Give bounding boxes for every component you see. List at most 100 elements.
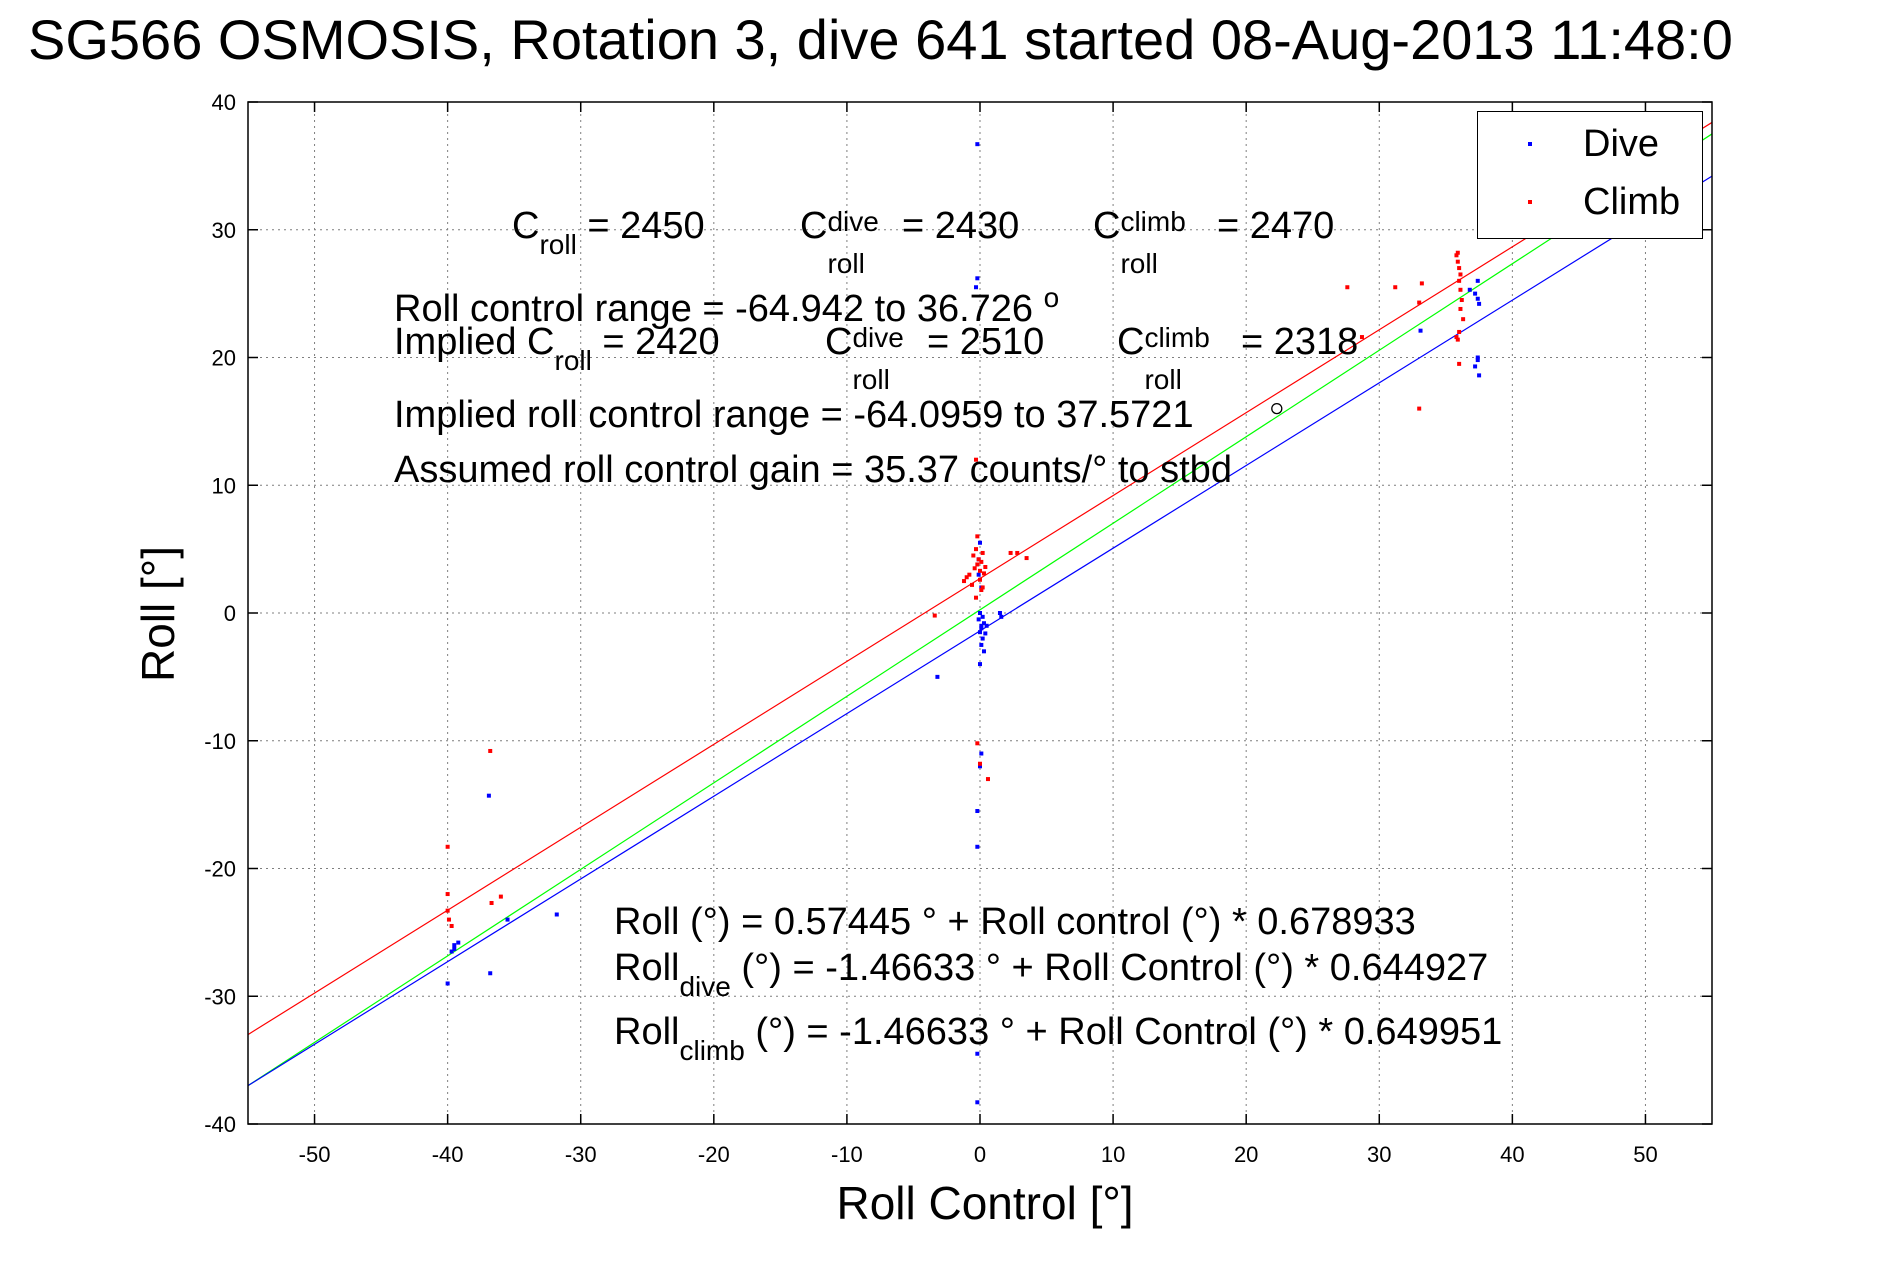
fit-line-1	[247, 133, 1713, 1087]
climb-point	[1458, 287, 1463, 292]
dive-point	[975, 276, 980, 281]
climb-point	[446, 917, 451, 922]
climb-point	[978, 761, 982, 766]
y-tick-label: 40	[212, 90, 236, 115]
c-roll-annotation: Croll = 2450	[512, 205, 705, 260]
y-tick-label: -30	[204, 984, 236, 1009]
dive-point	[984, 623, 989, 628]
extra-markers	[1271, 402, 1283, 415]
climb-point	[978, 568, 982, 573]
dive-point	[980, 636, 985, 641]
legend-dive-marker	[1528, 142, 1532, 146]
x-tick-label: 40	[1500, 1142, 1524, 1167]
x-tick-label: -10	[831, 1142, 863, 1167]
dive-point	[976, 572, 981, 577]
dive-point	[1475, 278, 1480, 283]
x-axis-label: Roll Control [°]	[836, 1177, 1134, 1229]
climb-point	[1419, 281, 1424, 286]
climb-point	[974, 595, 979, 600]
dive-point	[1473, 364, 1478, 369]
x-tick-label: -50	[299, 1142, 331, 1167]
dive-point	[456, 940, 461, 945]
dive-point	[999, 614, 1004, 619]
dive-point	[1475, 355, 1480, 360]
assumed-gain-text: Assumed roll control gain = 35.37 counts…	[394, 449, 1232, 491]
climb-point	[1393, 285, 1398, 290]
legend-item-dive: Dive	[1478, 120, 1702, 170]
climb-point	[985, 777, 990, 782]
climb-point	[974, 457, 979, 462]
dive-point	[975, 1051, 980, 1056]
climb-point	[1459, 298, 1464, 303]
legend-climb-label: Climb	[1583, 181, 1681, 223]
dive-point	[981, 621, 986, 626]
dive-point	[1418, 328, 1423, 333]
y-tick-label: 30	[212, 218, 236, 243]
climb-point	[445, 892, 450, 897]
equation-overall: Roll (°) = 0.57445 ° + Roll control (°) …	[614, 901, 1416, 943]
climb-point	[971, 553, 976, 558]
x-tick-label: 0	[974, 1142, 986, 1167]
dive-point	[976, 617, 981, 622]
climb-point	[974, 547, 979, 552]
dive-point	[975, 142, 980, 147]
climb-point	[449, 923, 454, 928]
climb-point	[1359, 335, 1364, 340]
dive-point	[979, 751, 984, 756]
climb-point	[498, 894, 503, 899]
dive-point	[975, 844, 980, 849]
climb-point	[1454, 335, 1459, 340]
y-tick-label: 20	[212, 346, 236, 371]
x-tick-label: 20	[1234, 1142, 1258, 1167]
legend: Dive Climb	[1477, 111, 1703, 239]
climb-point	[983, 565, 988, 570]
dive-point	[452, 946, 457, 951]
climb-point	[1008, 550, 1013, 555]
dive-point	[978, 630, 982, 635]
dive-point	[488, 971, 493, 976]
dive-point	[452, 943, 457, 948]
dive-point	[983, 631, 988, 636]
climb-point	[489, 900, 494, 905]
dive-point	[445, 981, 450, 986]
climb-point	[962, 579, 967, 584]
climb-point	[1458, 272, 1463, 277]
y-tick-label: -10	[204, 729, 236, 754]
climb-point	[981, 571, 986, 576]
climb-point	[1455, 337, 1460, 342]
climb-point	[1015, 550, 1020, 555]
climb-point	[975, 562, 980, 567]
implied-range-text: Implied roll control range = -64.0959 to…	[394, 394, 1194, 436]
dive-point	[1477, 301, 1482, 306]
climb-point	[979, 588, 984, 593]
dive-point	[979, 626, 984, 631]
climb-point	[932, 613, 937, 618]
dive-point	[979, 623, 984, 628]
climb-point	[1457, 329, 1462, 334]
climb-point	[980, 585, 985, 590]
dive-point	[1477, 373, 1482, 378]
y-tick-label: -20	[204, 857, 236, 882]
dive-point	[486, 793, 491, 798]
dive-point	[1475, 358, 1480, 363]
y-tick-label: 0	[224, 601, 236, 626]
climb-point	[964, 575, 969, 580]
dive-point	[1467, 287, 1472, 292]
dive-point	[1473, 291, 1478, 296]
climb-point	[1457, 278, 1462, 283]
climb-point	[1458, 306, 1463, 311]
climb-point	[1457, 266, 1462, 271]
implied-c-roll-annotation: Implied Croll = 2420	[394, 321, 720, 376]
x-tick-label: -30	[565, 1142, 597, 1167]
climb-point	[975, 534, 980, 539]
dive-point	[974, 285, 979, 290]
climb-point	[1457, 361, 1462, 366]
dive-point	[981, 649, 986, 654]
dive-point	[975, 1100, 980, 1105]
climb-point	[1461, 317, 1466, 322]
dive-point	[997, 611, 1002, 615]
dive-point	[979, 642, 984, 647]
